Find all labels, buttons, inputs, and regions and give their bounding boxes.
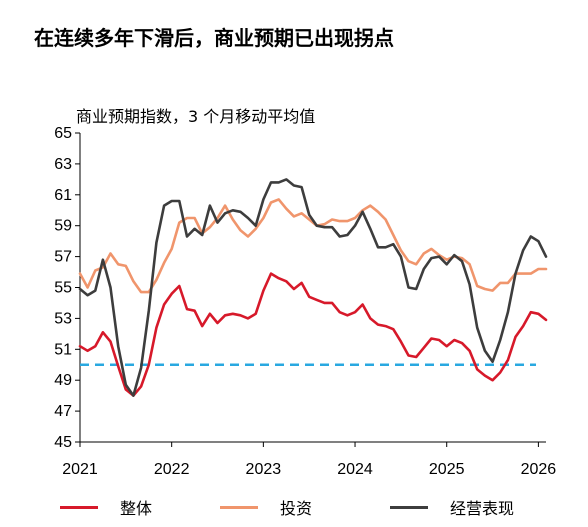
y-tick-label: 49 [54,372,72,389]
chart-subtitle: 商业预期指数，3 个月移动平均值 [76,107,316,126]
x-tick-label: 2022 [154,461,190,478]
legend-item-overall: 整体 [60,495,152,519]
y-tick-label: 57 [54,249,72,266]
series-line-investment [78,198,548,294]
y-tick-label: 45 [54,434,72,451]
x-tick-label: 2024 [337,461,373,478]
x-tick-label: 2021 [62,461,98,478]
y-tick-label: 61 [54,187,72,204]
y-tick-label: 47 [54,403,72,420]
legend-label-investment: 投资 [280,499,313,518]
legend-swatch-investment [220,505,258,509]
y-tick-label: 53 [54,310,72,327]
series-line-overall [78,272,548,397]
legend-swatch-overall [60,505,98,509]
y-tick-label: 51 [54,341,72,358]
y-tick-label: 55 [54,280,72,297]
legend-swatch-operating [390,505,428,509]
x-tick-label: 2026 [521,461,557,478]
chart-title: 在连续多年下滑后，商业预期已出现拐点 [34,26,394,50]
x-tick-label: 2023 [246,461,282,478]
x-tick-label: 2025 [429,461,465,478]
y-tick-label: 63 [54,156,72,173]
legend-item-operating: 经营表现 [390,495,514,519]
y-tick-label: 59 [54,218,72,235]
y-tick-label: 65 [54,125,72,142]
series-line-operating [78,178,548,397]
legend-item-investment: 投资 [220,495,312,519]
legend-label-overall: 整体 [120,499,153,518]
legend-label-operating: 经营表现 [450,499,515,518]
